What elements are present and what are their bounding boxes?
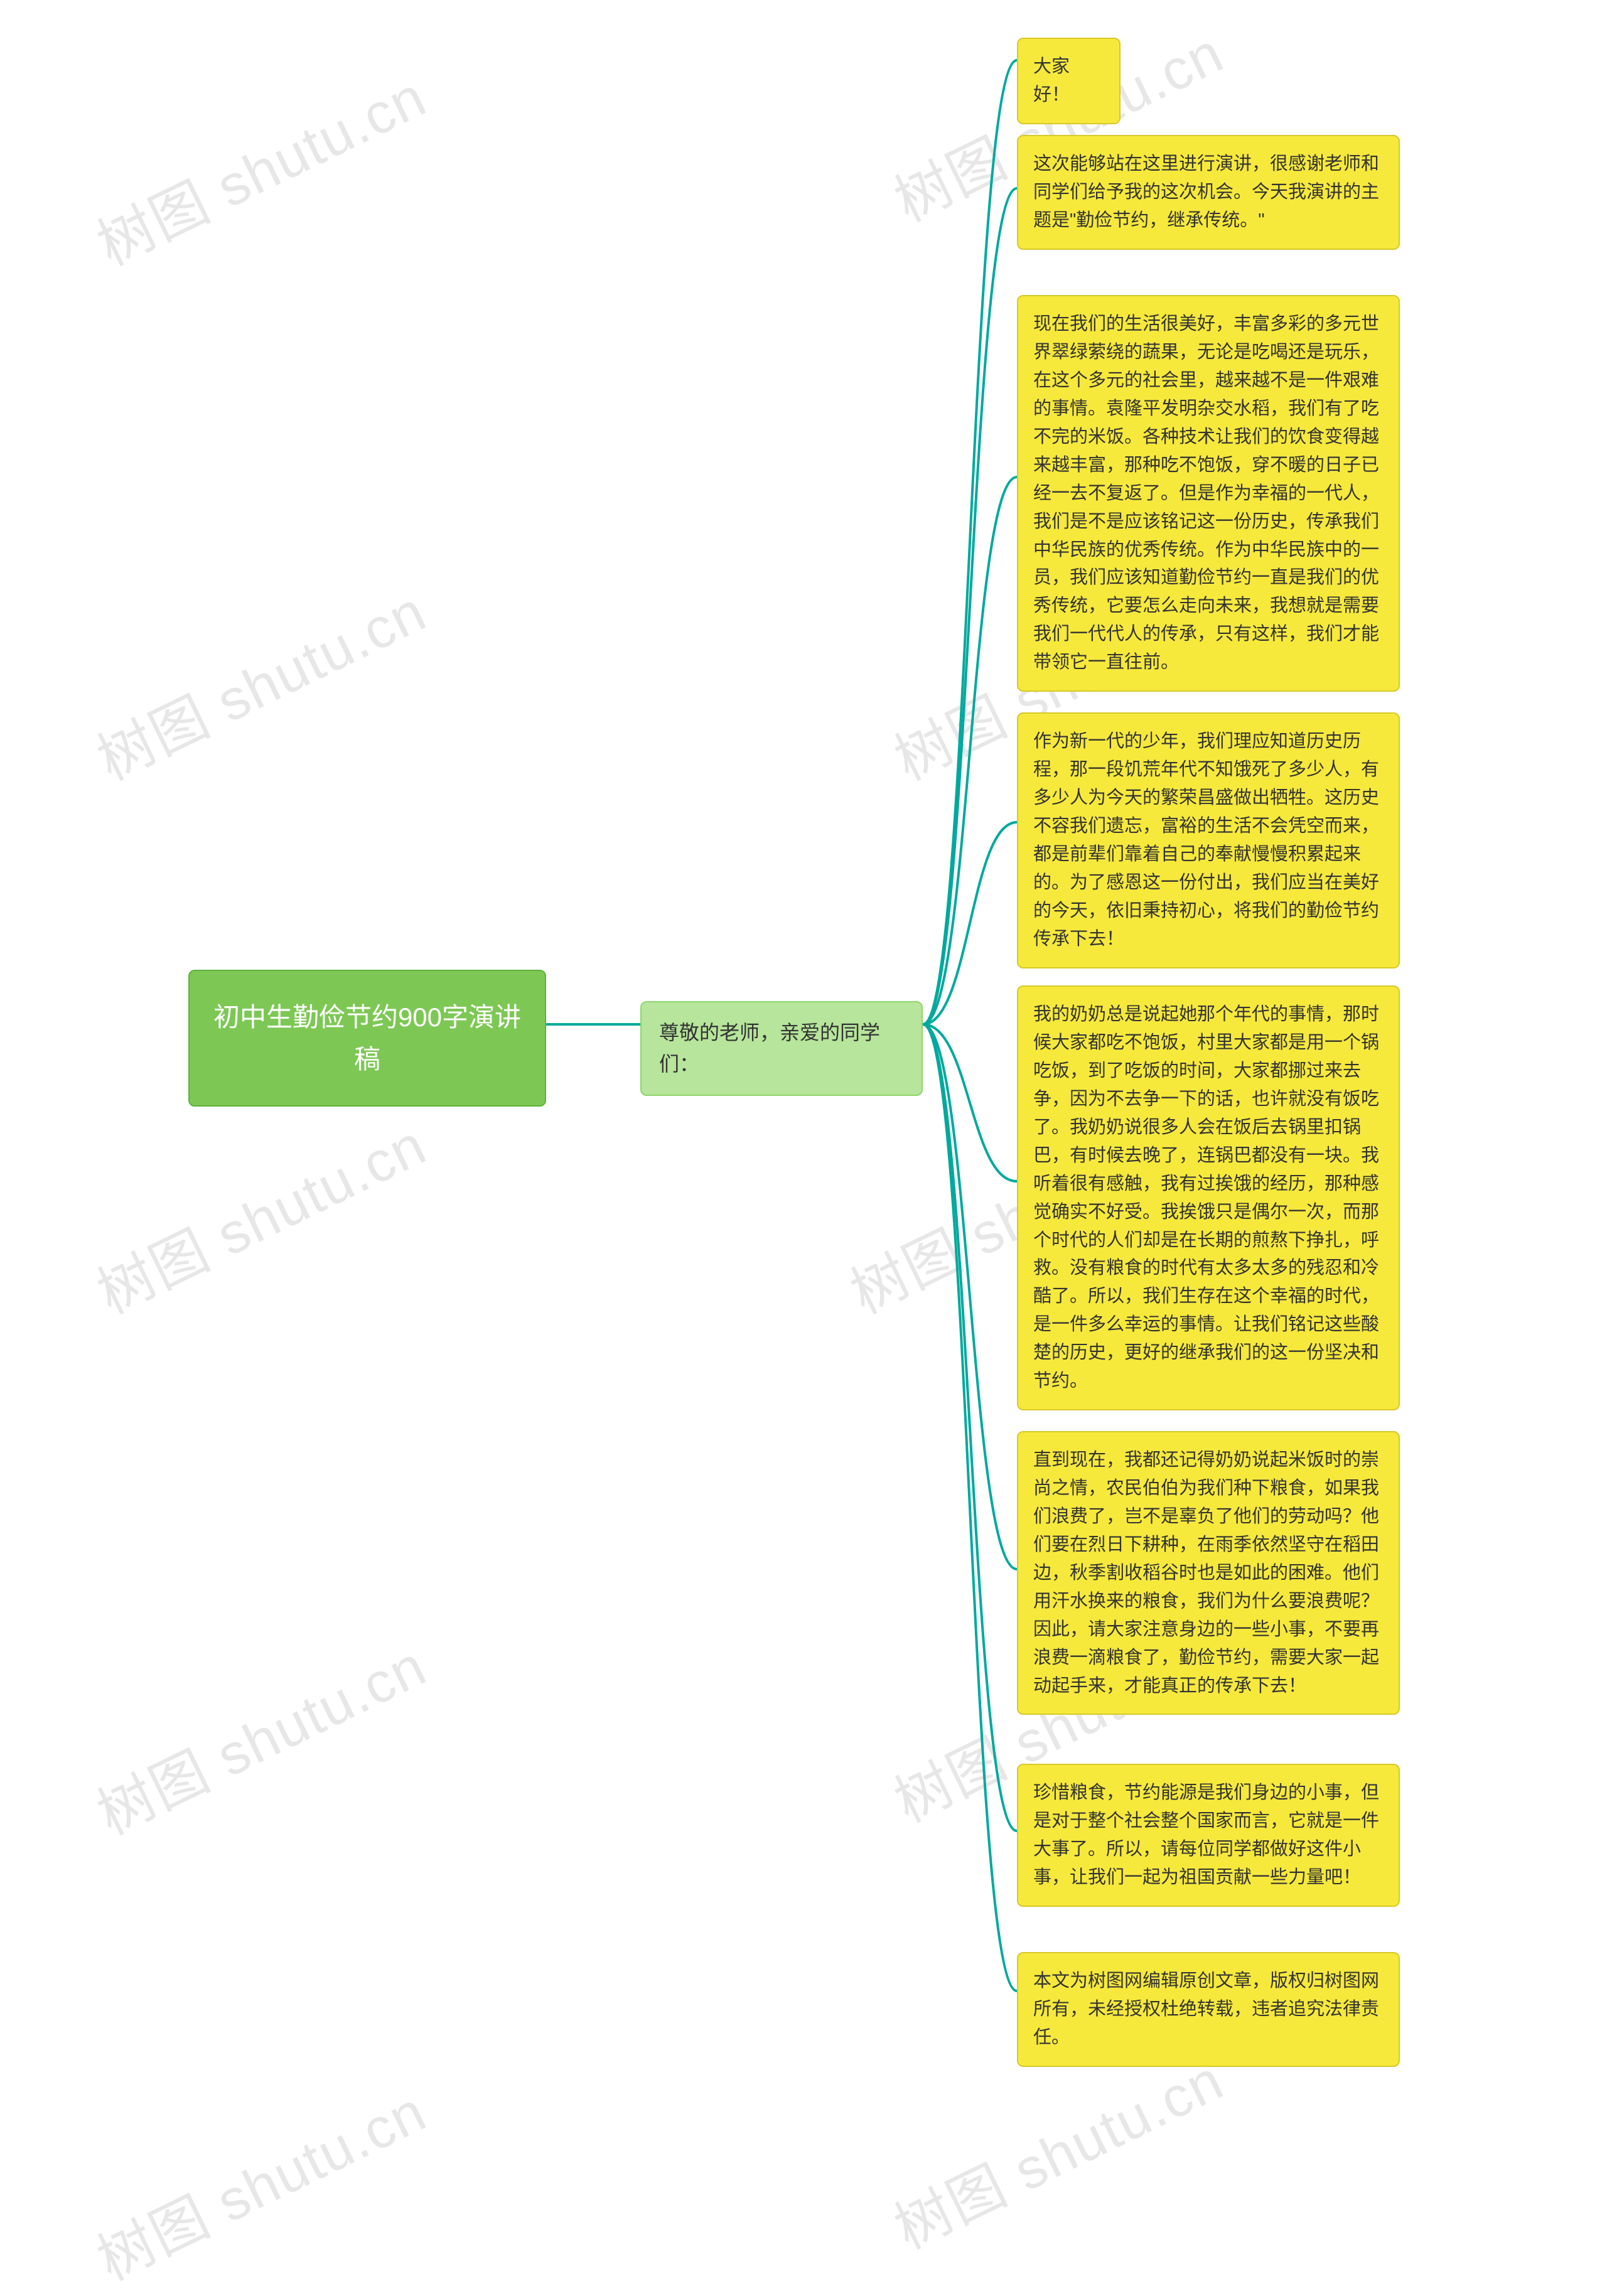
leaf-node[interactable]: 现在我们的生活很美好，丰富多彩的多元世界翠绿萦绕的蔬果，无论是吃喝还是玩乐，在这… — [1017, 295, 1400, 692]
leaf-node[interactable]: 我的奶奶总是说起她那个年代的事情，那时候大家都吃不饱饭，村里大家都是用一个锅吃饭… — [1017, 985, 1400, 1410]
mindmap-canvas: 树图 shutu.cn 树图 shutu.cn 树图 shutu.cn 树图 s… — [0, 0, 1607, 2138]
watermark: 树图 shutu.cn — [82, 51, 438, 281]
watermark: 树图 shutu.cn — [879, 2035, 1235, 2265]
mid-node[interactable]: 尊敬的老师，亲爱的同学们： — [640, 1001, 923, 1096]
watermark: 树图 shutu.cn — [82, 1621, 438, 1850]
leaf-node[interactable]: 作为新一代的少年，我们理应知道历史历程，那一段饥荒年代不知饿死了多少人，有多少人… — [1017, 712, 1400, 968]
root-node[interactable]: 初中生勤俭节约900字演讲稿 — [188, 970, 546, 1107]
watermark: 树图 shutu.cn — [82, 2066, 438, 2296]
leaf-node[interactable]: 本文为树图网编辑原创文章，版权归树图网所有，未经授权杜绝转载，违者追究法律责任。 — [1017, 1952, 1400, 2067]
watermark: 树图 shutu.cn — [82, 1100, 438, 1329]
leaf-node[interactable]: 直到现在，我都还记得奶奶说起米饭时的崇尚之情，农民伯伯为我们种下粮食，如果我们浪… — [1017, 1431, 1400, 1715]
watermark: 树图 shutu.cn — [82, 566, 438, 796]
leaf-node[interactable]: 大家好！ — [1017, 38, 1121, 124]
leaf-node[interactable]: 珍惜粮食，节约能源是我们身边的小事，但是对于整个社会整个国家而言，它就是一件大事… — [1017, 1764, 1400, 1907]
leaf-node[interactable]: 这次能够站在这里进行演讲，很感谢老师和同学们给予我的这次机会。今天我演讲的主题是… — [1017, 135, 1400, 250]
